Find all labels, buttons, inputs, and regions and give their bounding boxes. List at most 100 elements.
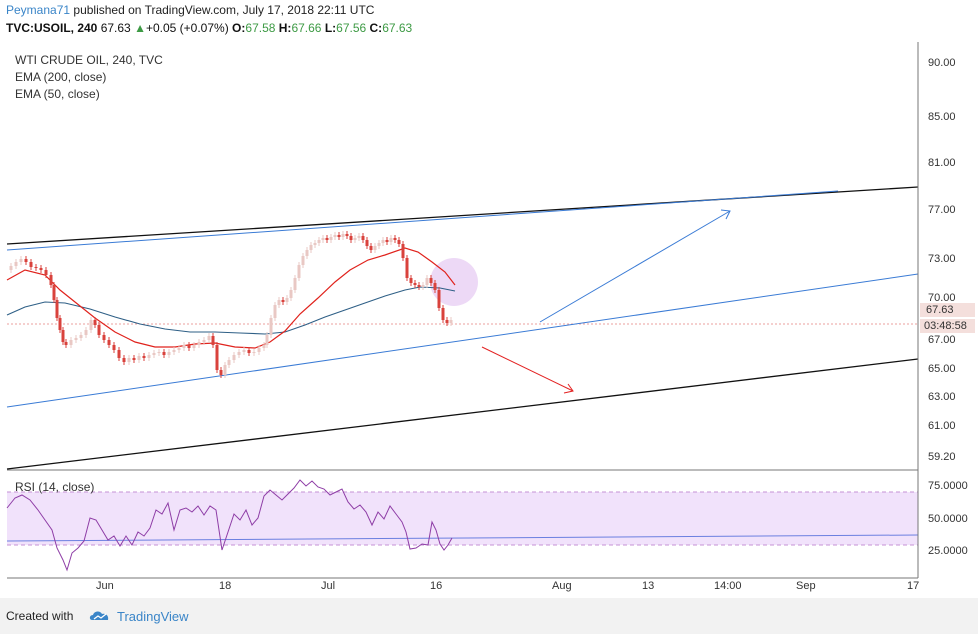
candle-body <box>265 335 269 345</box>
candle-body <box>377 243 381 246</box>
candle-body <box>293 278 297 290</box>
price-tick-label: 90.00 <box>928 57 956 69</box>
countdown-tag: 03:48:58 <box>920 319 975 333</box>
footer-bar: Created with TradingView <box>0 598 978 634</box>
candle-body <box>417 285 421 287</box>
candle-body <box>61 330 65 342</box>
candle-body <box>64 342 68 345</box>
ema200-line <box>6 286 456 335</box>
time-axis[interactable]: Jun 18 Jul 16 Aug 13 14:00 Sep 17 <box>0 580 978 596</box>
low-value: 67.56 <box>336 21 367 35</box>
candle-body <box>333 235 337 237</box>
candle-body <box>309 245 313 250</box>
candle-body <box>321 238 325 240</box>
candle-body <box>122 358 126 362</box>
candle-body <box>69 340 73 345</box>
time-tick-label: Aug <box>552 580 572 592</box>
up-arrow[interactable] <box>539 209 731 323</box>
candle-body <box>301 256 305 265</box>
last-price-tag: 67.63 <box>920 303 975 317</box>
candle-body <box>157 352 161 353</box>
price-tick-label: 77.00 <box>928 204 956 216</box>
candle-body <box>365 240 369 246</box>
mid-blue-trendline[interactable] <box>6 273 919 408</box>
chart-canvas[interactable] <box>0 0 978 600</box>
close-value: 67.63 <box>382 21 413 35</box>
price-tick-label: 65.00 <box>928 363 956 375</box>
candle-body <box>79 335 83 338</box>
candle-body <box>29 262 33 267</box>
candle-body <box>257 348 261 352</box>
candle-body <box>152 353 156 355</box>
candle-body <box>172 350 176 352</box>
price-tick-label: 73.00 <box>928 253 956 265</box>
publish-info: Peymana71 published on TradingView.com, … <box>6 3 374 17</box>
candle-body <box>449 320 453 323</box>
author-link[interactable]: Peymana71 <box>6 3 71 17</box>
candle-body <box>429 278 433 283</box>
candle-body <box>52 285 56 300</box>
candle-body <box>147 355 151 358</box>
candle-body <box>182 345 186 348</box>
created-with-text: Created with <box>6 609 74 623</box>
candle-body <box>277 300 281 305</box>
candle-body <box>433 283 437 290</box>
candle-body <box>329 237 333 240</box>
tradingview-logo-icon[interactable] <box>88 607 112 623</box>
upper-blue-trendline[interactable] <box>6 190 839 251</box>
upper-channel-line[interactable] <box>6 186 919 245</box>
candle-body <box>202 340 206 342</box>
open-label: O: <box>232 21 246 35</box>
rsi-legend[interactable]: RSI (14, close) <box>15 480 95 494</box>
candle-body <box>441 308 445 320</box>
candle-body <box>84 330 88 335</box>
candle-body <box>167 352 171 355</box>
candle-body <box>187 345 191 348</box>
candle-body <box>437 290 441 308</box>
candle-body <box>341 234 345 237</box>
change-up-icon: ▲ <box>134 21 146 35</box>
legend-ema50[interactable]: EMA (50, close) <box>15 87 100 101</box>
candle-body <box>369 246 373 250</box>
candle-body <box>219 370 223 375</box>
candle-body <box>273 305 277 318</box>
rsi-tick-label: 25.0000 <box>928 545 968 557</box>
price-tick-label: 85.00 <box>928 111 956 123</box>
candle-body <box>405 258 409 278</box>
close-label: C: <box>369 21 383 35</box>
time-tick-label: 17 <box>907 580 920 592</box>
rsi-trendline[interactable] <box>6 534 919 542</box>
price-tick-label: 59.20 <box>928 451 956 463</box>
candle-body <box>58 318 62 330</box>
candle-body <box>211 336 215 345</box>
low-label: L: <box>324 21 337 35</box>
candle-body <box>127 358 131 362</box>
tradingview-brand-link[interactable]: TradingView <box>117 609 189 624</box>
candle-body <box>137 356 141 360</box>
legend-symbol-title: WTI CRUDE OIL, 240, TVC <box>15 53 163 67</box>
time-tick-label: 16 <box>430 580 443 592</box>
candle-body <box>305 250 309 256</box>
candle-body <box>397 240 401 244</box>
legend-ema200[interactable]: EMA (200, close) <box>15 70 107 84</box>
down-arrow[interactable] <box>481 346 574 394</box>
time-tick-label: 18 <box>219 580 232 592</box>
highlight-circle[interactable] <box>430 258 478 306</box>
candle-body <box>289 290 293 298</box>
ema50-line <box>6 247 456 349</box>
candle-body <box>393 238 397 240</box>
candle-body <box>445 320 449 323</box>
candle-body <box>242 350 246 352</box>
lower-channel-line[interactable] <box>6 358 919 470</box>
price-tick-label: 70.00 <box>928 292 956 304</box>
candle-body <box>9 266 13 270</box>
candle-body <box>389 238 393 242</box>
time-tick-label: Jul <box>321 580 336 592</box>
candle-body <box>349 236 353 240</box>
candle-body <box>39 268 43 270</box>
price-axis[interactable]: 90.00 85.00 81.00 77.00 73.00 70.00 67.00 65.00… <box>919 42 978 578</box>
candle-body <box>252 352 256 353</box>
price-tick-label: 63.00 <box>928 391 956 403</box>
price-tick-label: 67.00 <box>928 334 956 346</box>
symbol-name: TVC:USOIL, 240 <box>6 21 98 35</box>
